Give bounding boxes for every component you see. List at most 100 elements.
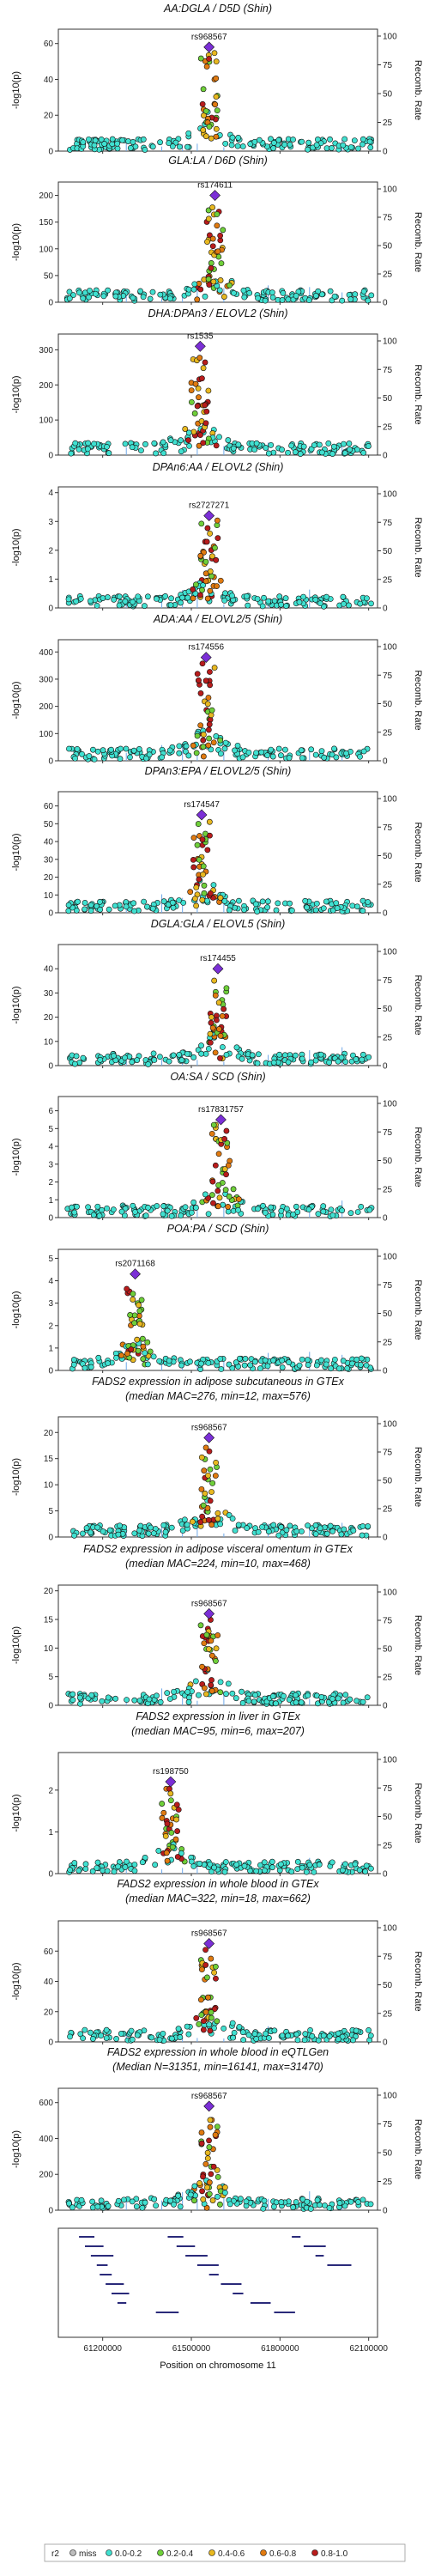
y-tick-label: 400 xyxy=(39,648,53,658)
snp-point xyxy=(299,1055,305,1062)
snp-point xyxy=(221,1868,228,1875)
snp-point-ld xyxy=(202,359,208,366)
snp-point xyxy=(232,747,238,754)
snp-point xyxy=(240,2037,247,2044)
snp-point-ld xyxy=(209,1479,216,1486)
recomb-axis-label: Recomb. Rate xyxy=(413,975,423,1035)
recomb-axis-label: Recomb. Rate xyxy=(413,517,423,577)
snp-point xyxy=(71,1060,78,1067)
snp-point-ld xyxy=(211,665,218,671)
snp-point xyxy=(80,1054,87,1061)
snp-point-ld xyxy=(213,1645,220,1652)
panel-title: AA:DGLA / D5D (Shin) xyxy=(163,3,272,15)
snp-point xyxy=(263,445,269,451)
snp-point xyxy=(190,742,196,749)
snp-point xyxy=(144,1361,151,1368)
snp-point xyxy=(299,755,305,762)
snp-point xyxy=(185,1698,192,1705)
panel-8: OA:SA / SCD (Shin) 0 1 2 3 4 5 6 0 25 50 75 100 -log1… xyxy=(11,1071,423,1224)
panel-3: DHA:DPAn3 / ELOVL2 (Shin) 0 100 200 300 0 25 50… xyxy=(11,307,423,461)
snp-point xyxy=(275,1532,282,1539)
snp-point xyxy=(123,745,130,752)
snp-point xyxy=(89,2204,96,2211)
snp-point xyxy=(285,1212,292,1218)
snp-point xyxy=(281,1692,287,1699)
snp-point xyxy=(114,145,121,152)
snp-point xyxy=(132,1209,138,1215)
snp-point xyxy=(225,1208,232,1215)
recomb-axis-label: Recomb. Rate xyxy=(413,1951,423,2011)
snp-point xyxy=(360,1523,366,1529)
snp-point-ld xyxy=(192,380,199,387)
legend-swatch xyxy=(208,2549,215,2556)
snp-point xyxy=(153,2202,160,2208)
snp-point xyxy=(282,746,288,753)
snp-point-ld xyxy=(212,1964,219,1970)
snp-point xyxy=(251,1698,257,1705)
snp-point-ld xyxy=(208,1955,214,1962)
recomb-tick-label: 50 xyxy=(383,394,393,404)
snp-point xyxy=(93,290,99,297)
recomb-tick-label: 25 xyxy=(383,1185,393,1194)
snp-point-ld xyxy=(213,1460,220,1466)
lead-snp-marker xyxy=(165,1776,177,1788)
snp-point xyxy=(177,2034,184,2040)
snp-point xyxy=(187,2191,194,2198)
snp-point xyxy=(360,1051,366,1058)
lead-snp-marker xyxy=(130,1268,141,1280)
snp-point xyxy=(356,1867,363,1874)
snp-point xyxy=(335,2030,341,2037)
recomb-tick-label: 25 xyxy=(383,270,393,280)
snp-point xyxy=(156,2037,163,2044)
snp-point-ld xyxy=(204,525,211,532)
panel-subtitle: (median MAC=276, min=12, max=576) xyxy=(125,1390,311,1402)
snp-point xyxy=(264,1363,271,1370)
recomb-tick-label: 0 xyxy=(383,605,388,614)
snp-point-ld xyxy=(190,856,196,863)
snp-point xyxy=(160,898,167,905)
snp-point xyxy=(101,141,108,147)
legend-label: 0.4-0.6 xyxy=(218,2549,245,2559)
snp-point xyxy=(89,2198,96,2205)
snp-point xyxy=(193,902,200,909)
snp-point xyxy=(90,746,96,753)
recomb-tick-label: 0 xyxy=(383,1870,388,1880)
snp-point-ld xyxy=(159,1801,166,1807)
snp-point xyxy=(367,2201,374,2208)
snp-point xyxy=(367,144,374,151)
snp-point xyxy=(222,739,229,746)
snp-point xyxy=(90,1212,97,1218)
snp-point xyxy=(241,1362,248,1369)
snp-point xyxy=(71,1860,78,1866)
recomb-tick-label: 0 xyxy=(383,299,388,308)
recomb-axis-label: Recomb. Rate xyxy=(413,822,423,882)
snp-point xyxy=(185,752,192,759)
snp-point xyxy=(229,1516,236,1522)
snp-point xyxy=(103,2035,110,2041)
snp-point xyxy=(166,1696,173,1702)
legend-label: miss xyxy=(79,2549,97,2559)
lead-snp-marker xyxy=(212,963,224,975)
snp-point xyxy=(360,908,366,914)
snp-point xyxy=(160,450,167,457)
snp-point xyxy=(288,907,295,914)
snp-point-ld xyxy=(212,1473,219,1479)
y-tick-label: 0 xyxy=(48,452,53,461)
snp-point-ld xyxy=(199,660,206,667)
snp-point xyxy=(335,2036,341,2043)
snp-point xyxy=(98,2032,105,2039)
lead-snp-marker xyxy=(194,340,206,352)
snp-point xyxy=(133,2196,140,2202)
snp-point xyxy=(236,1196,242,1202)
snp-point xyxy=(227,282,233,289)
snp-point xyxy=(190,595,196,602)
snp-point xyxy=(253,750,259,756)
snp-point-ld xyxy=(209,235,216,242)
snp-point-ld xyxy=(212,1049,219,1056)
snp-point-ld xyxy=(202,1444,209,1451)
snp-point xyxy=(293,1528,300,1534)
snp-point-ld xyxy=(209,1024,216,1031)
snp-point-ld xyxy=(207,890,214,896)
snp-point xyxy=(320,1208,327,1215)
snp-point xyxy=(263,2031,269,2037)
